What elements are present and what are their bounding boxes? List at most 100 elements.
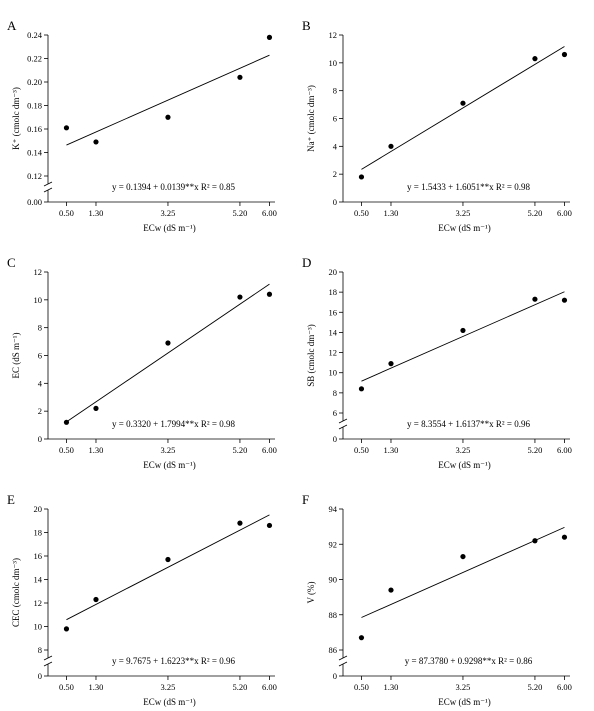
data-point	[93, 405, 99, 411]
axis-break-mark	[43, 181, 53, 187]
data-point	[266, 34, 273, 40]
x-axis-label: ECw (dS m⁻¹)	[143, 223, 195, 233]
data-point	[237, 74, 243, 80]
y-tick-label: 0.20	[27, 77, 42, 87]
y-tick-label: 6	[333, 114, 337, 124]
axis-break-mark	[43, 655, 53, 661]
y-tick-label: 8	[333, 388, 337, 398]
x-tick-label: 6.00	[557, 208, 572, 218]
x-tick-label: 3.25	[161, 445, 176, 455]
axis-break-mark	[43, 661, 53, 667]
x-tick-label: 6.00	[557, 682, 572, 692]
regression-line	[361, 46, 565, 170]
data-point	[165, 340, 171, 346]
axis-break-mark	[338, 661, 348, 667]
x-tick-label: 1.30	[89, 445, 104, 455]
y-tick-label: 2	[333, 169, 337, 179]
x-tick-label: 1.30	[384, 445, 399, 455]
y-tick-label: 0.18	[27, 101, 42, 111]
y-tick-label: 8	[38, 323, 42, 333]
y-tick-label: 92	[329, 539, 338, 549]
regression-equation: y = 87.3780 + 0.9298**x R² = 0.86	[405, 656, 533, 666]
x-tick-label: 5.20	[232, 682, 247, 692]
regression-equation: y = 9.7675 + 1.6223**x R² = 0.96	[112, 656, 235, 666]
y-tick-label: 6	[333, 408, 337, 418]
y-tick-label: 12	[329, 30, 338, 40]
y-tick-label: 86	[329, 645, 338, 655]
x-tick-label: 1.30	[384, 208, 399, 218]
y-tick-label: 94	[329, 504, 338, 514]
axis-break-mark	[338, 418, 348, 424]
y-tick-label: 10	[34, 622, 43, 632]
regression-equation: y = 0.3320 + 1.7994**x R² = 0.98	[112, 419, 235, 429]
y-tick-label: 4	[333, 141, 338, 151]
panel-label: F	[302, 492, 309, 507]
x-tick-label: 0.50	[59, 445, 74, 455]
x-tick-label: 0.50	[354, 208, 369, 218]
panel-label: E	[7, 492, 15, 507]
y-tick-label: 0	[333, 197, 337, 207]
y-tick-label: 0.24	[27, 30, 43, 40]
data-point	[63, 626, 70, 632]
chart-panel-c: C 0 2 4 6 8 10 12 0.50 1.30 3.25 5.20 6.00 ECw (dS m⁻…	[7, 255, 277, 470]
axis-break-mark	[43, 187, 53, 193]
y-tick-label: 88	[329, 610, 338, 620]
data-point	[266, 522, 273, 529]
y-tick-label: 90	[329, 575, 338, 585]
y-tick-label: 18	[34, 528, 43, 538]
data-point	[388, 143, 394, 149]
x-tick-label: 1.30	[89, 682, 104, 692]
x-axis-label: ECw (dS m⁻¹)	[143, 460, 195, 470]
data-point	[561, 534, 568, 540]
y-tick-label: 8	[38, 645, 42, 655]
y-tick-label: 16	[329, 307, 338, 317]
x-tick-label: 5.20	[527, 682, 542, 692]
data-point	[388, 587, 394, 593]
data-point	[63, 419, 70, 425]
x-tick-label: 5.20	[232, 208, 247, 218]
x-tick-label: 0.50	[59, 208, 74, 218]
y-tick-label: 0	[333, 434, 337, 444]
y-tick-label: 10	[34, 295, 43, 305]
x-tick-label: 0.50	[354, 682, 369, 692]
x-axis-label: ECw (dS m⁻¹)	[143, 697, 195, 707]
y-tick-label: 6	[38, 351, 42, 361]
data-point	[358, 174, 365, 180]
y-tick-label: 18	[329, 287, 338, 297]
chart-panel-a: A 0.00 0.12 0.14 0.16 0.18 0.20 0.22 0.24 0.50 1.3…	[7, 18, 277, 233]
y-tick-label: 12	[329, 348, 338, 358]
regression-equation: y = 8.3554 + 1.6137**x R² = 0.96	[407, 419, 530, 429]
y-tick-label: 10	[329, 58, 338, 68]
data-point	[460, 553, 466, 560]
x-tick-label: 6.00	[262, 682, 277, 692]
y-axis-label: SB (cmolc dm⁻³)	[306, 324, 316, 386]
data-point	[237, 520, 243, 526]
panel-label: B	[302, 18, 311, 33]
x-tick-label: 1.30	[89, 208, 104, 218]
x-tick-label: 6.00	[262, 445, 277, 455]
y-tick-label: 4	[38, 378, 43, 388]
y-tick-label: 0.00	[27, 197, 42, 207]
data-point	[460, 327, 466, 334]
data-point	[358, 386, 365, 392]
regression-line	[66, 54, 270, 146]
x-tick-label: 3.25	[456, 445, 471, 455]
y-tick-label: 0.14	[27, 148, 43, 158]
data-point	[266, 291, 273, 297]
data-point	[561, 297, 568, 303]
data-point	[388, 361, 394, 367]
x-axis-label: ECw (dS m⁻¹)	[438, 460, 490, 470]
y-tick-label: 0.16	[27, 124, 42, 134]
x-tick-label: 3.25	[161, 682, 176, 692]
y-tick-label: 14	[34, 575, 43, 585]
chart-panel-e: E 0 8 10 12 14 16 18 20 0.50 1.30 3.25 5.20 6.00 ECw (…	[7, 492, 277, 707]
data-point	[358, 635, 365, 641]
panel-label: D	[302, 255, 311, 270]
x-tick-label: 5.20	[232, 445, 247, 455]
x-tick-label: 6.00	[262, 208, 277, 218]
y-tick-label: 0.12	[27, 171, 42, 181]
y-tick-label: 0	[38, 671, 42, 681]
x-tick-label: 5.20	[527, 445, 542, 455]
y-axis-label: CEC (cmolc dm⁻³)	[11, 558, 21, 627]
